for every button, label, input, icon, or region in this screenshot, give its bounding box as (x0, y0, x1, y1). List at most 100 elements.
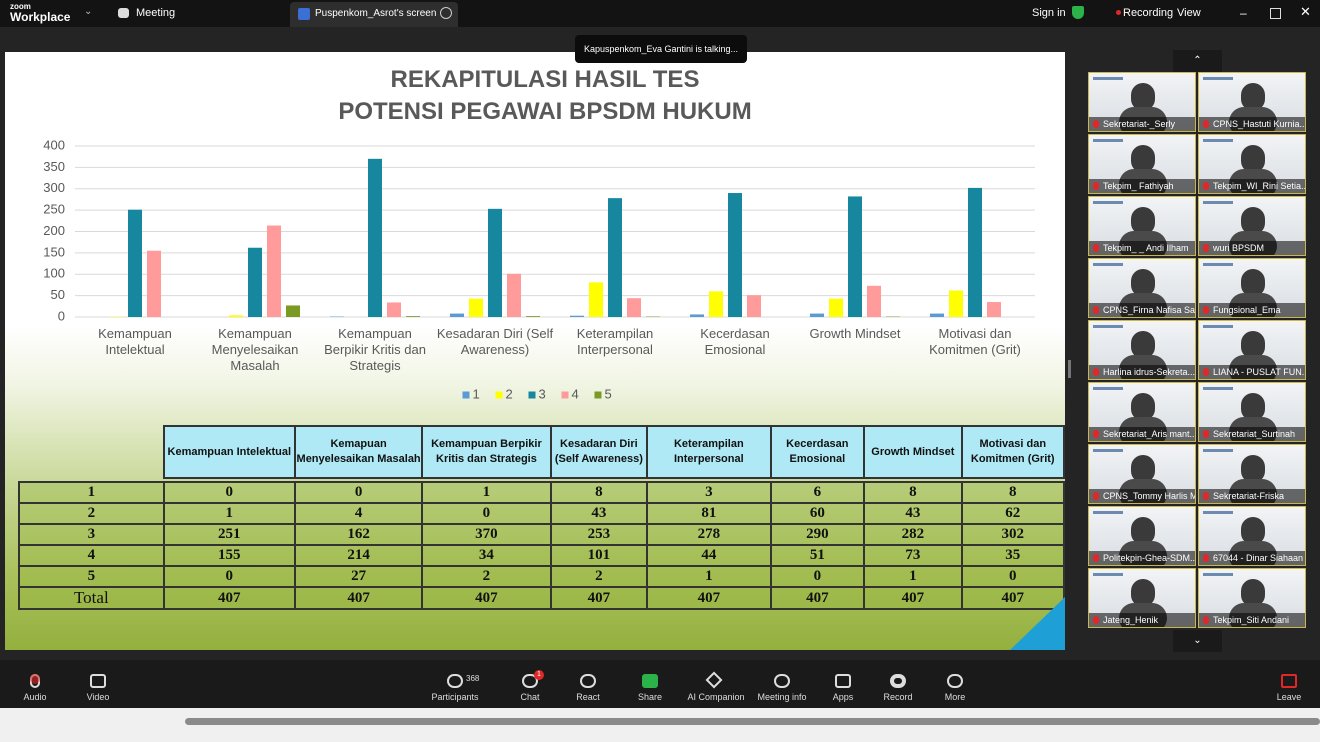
more-icon (947, 674, 963, 688)
table-cell: 1 (421, 481, 552, 504)
participant-tile[interactable]: Fungsional_Ema (1198, 258, 1306, 318)
share-button[interactable]: Share (637, 692, 663, 702)
muted-icon (1203, 306, 1209, 314)
avatar-head (1131, 145, 1155, 173)
table-cell: 60 (769, 502, 866, 525)
record-button[interactable]: Record (883, 692, 913, 702)
participant-name: Tekpim_ Fathiyah (1089, 179, 1195, 193)
y-tick-label: 300 (43, 180, 65, 195)
chat-button[interactable]: Chat (520, 692, 540, 702)
table-cell: 27 (293, 565, 424, 588)
info-icon (774, 674, 790, 688)
tile-banner (1093, 201, 1123, 204)
screen-tab[interactable]: Puspenkom_Asrot's screen (290, 2, 458, 27)
table-cell: 1 (646, 565, 772, 588)
table-cell: 2 (421, 565, 552, 588)
participants-button[interactable]: Participants (431, 692, 479, 702)
gallery-up[interactable]: ⌃ (1173, 50, 1222, 72)
participant-tile[interactable]: 67044 - Dinar Siahaan (1198, 506, 1306, 566)
participant-name: LIANA - PUSLAT FUN... (1199, 365, 1305, 379)
meeting-menu[interactable]: Meeting (136, 7, 176, 19)
participant-tile[interactable]: Sekretariat_Surtinah (1198, 382, 1306, 442)
row-label: Total (18, 586, 165, 610)
participant-tile[interactable]: CPNS_Tommy Harlis M... (1088, 444, 1196, 504)
video-icon (90, 674, 106, 688)
participant-tile[interactable]: Harlina idrus-Sekreta... (1088, 320, 1196, 380)
speaker-notice: Kapuspenkom_Eva Gantini is talking... (575, 35, 747, 63)
table-cell: 101 (549, 544, 649, 567)
participant-tile[interactable]: wuri BPSDM (1198, 196, 1306, 256)
avatar-head (1241, 393, 1265, 421)
leave-button[interactable]: Leave (1276, 692, 1302, 702)
x-tick-label: Keterampilan Interpersonal (576, 326, 654, 357)
tile-banner (1093, 325, 1123, 328)
minimize[interactable]: – (1240, 6, 1247, 20)
table-row: 3 251 162 370 253 278 290 282 302 (18, 523, 1065, 546)
tab-more[interactable] (440, 7, 452, 19)
logo-menu[interactable]: ⌄ (84, 6, 93, 17)
meeting-info-button[interactable]: Meeting info (757, 692, 807, 702)
video-button[interactable]: Video (86, 692, 110, 702)
bar (368, 158, 382, 317)
react-button[interactable]: React (576, 692, 600, 702)
table-total-row: Total 407 407 407 407 407 407 407 407 (18, 586, 1065, 610)
gallery-down[interactable]: ⌄ (1173, 630, 1222, 652)
sign-in[interactable]: Sign in (1032, 7, 1066, 19)
chart: 0 50 100 150 200 250 300 350 400 1 2 3 4 5 (43, 137, 1035, 401)
table-cell: 214 (293, 544, 424, 567)
table-cell: 35 (960, 544, 1065, 567)
participant-tile[interactable]: Tekpim_WI_Rini Setia... (1198, 134, 1306, 194)
maximize[interactable] (1270, 8, 1281, 19)
tab-icon (298, 8, 310, 20)
close[interactable]: ✕ (1300, 4, 1311, 19)
avatar-head (1241, 207, 1265, 235)
participant-tile[interactable]: CPNS_Hastuti Kurnia... (1198, 72, 1306, 132)
x-tick-label: Kemampuan Intelektual (98, 326, 172, 357)
apps-button[interactable]: Apps (832, 692, 854, 702)
row-label: 4 (18, 544, 165, 567)
legend-swatch (528, 391, 536, 399)
legend-label: 4 (572, 386, 579, 401)
tile-banner (1203, 77, 1233, 80)
view-menu[interactable]: View (1177, 7, 1201, 19)
bar (267, 225, 281, 317)
participant-tile[interactable]: Sekretariat_Aris mant... (1088, 382, 1196, 442)
y-tick-label: 350 (43, 159, 65, 174)
column-header: Kemampuan Intelektual (162, 425, 296, 479)
bar (387, 302, 401, 317)
audio-button[interactable]: Audio (23, 692, 47, 702)
participant-name: CPNS_Tommy Harlis M... (1089, 489, 1195, 503)
legend-label: 3 (539, 386, 546, 401)
bar (690, 314, 704, 317)
participant-tile[interactable]: CPNS_Firna Nafisa Sa... (1088, 258, 1196, 318)
bar (147, 250, 161, 317)
meeting-icon (118, 8, 129, 18)
top-bar: zoom Workplace ⌄ Meeting Puspenkom_Asrot… (0, 0, 1320, 27)
participant-tile[interactable]: Tekpim_ Fathiyah (1088, 134, 1196, 194)
more-button[interactable]: More (944, 692, 966, 702)
tile-banner (1093, 511, 1123, 514)
muted-icon (1203, 554, 1209, 562)
participant-tile[interactable]: Sekretariat-Friska (1198, 444, 1306, 504)
participant-tile[interactable]: Tekpim_ _ Andi Ilham (1088, 196, 1196, 256)
participant-tile[interactable]: Jateng_Henik (1088, 568, 1196, 628)
bar (709, 291, 723, 317)
splitter[interactable] (1068, 360, 1071, 378)
logo-small: zoom (10, 2, 31, 11)
participant-count: 368 (466, 674, 480, 683)
muted-icon (1203, 120, 1209, 128)
avatar-head (1131, 83, 1155, 111)
participant-name: CPNS_Hastuti Kurnia... (1199, 117, 1305, 131)
ai-companion-button[interactable]: AI Companion (687, 692, 745, 702)
participant-name: Fungsional_Ema (1199, 303, 1305, 317)
participant-tile[interactable]: Sekretariat-_Serly (1088, 72, 1196, 132)
scrollbar[interactable] (185, 718, 1320, 725)
table-header-row: Kemampuan Intelektual Kemapuan Menyelesai… (19, 425, 1065, 479)
participant-tile[interactable]: Politekpin-Ghea-SDM... (1088, 506, 1196, 566)
table-cell: 73 (863, 544, 963, 567)
chat-icon (522, 674, 538, 688)
participant-tile[interactable]: Tekpim_Siti Andani (1198, 568, 1306, 628)
participant-tile[interactable]: LIANA - PUSLAT FUN... (1198, 320, 1306, 380)
